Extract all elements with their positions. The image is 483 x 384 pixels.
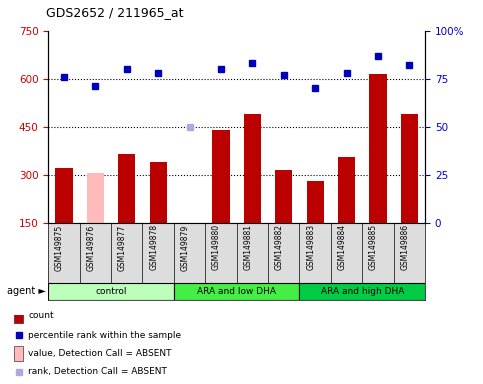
Text: GSM149885: GSM149885 [369,224,378,270]
Text: control: control [95,286,127,296]
Bar [150,162,167,223]
Bar [118,154,135,223]
Text: GSM149880: GSM149880 [212,224,221,270]
Text: rank, Detection Call = ABSENT: rank, Detection Call = ABSENT [28,367,168,376]
Text: percentile rank within the sample: percentile rank within the sample [28,331,182,339]
Text: GSM149878: GSM149878 [149,224,158,270]
FancyBboxPatch shape [48,283,174,300]
Text: GSM149875: GSM149875 [55,224,64,270]
Bar [213,130,229,223]
Bar [56,168,72,223]
Bar [275,170,292,223]
Text: agent ►: agent ► [7,286,46,296]
Text: value, Detection Call = ABSENT: value, Detection Call = ABSENT [28,349,172,358]
Text: GSM149881: GSM149881 [243,224,253,270]
Bar [244,114,261,223]
Bar [87,173,104,223]
Text: count: count [28,311,54,320]
Text: GSM149884: GSM149884 [338,224,347,270]
Text: GSM149886: GSM149886 [400,224,410,270]
Bar [338,157,355,223]
Bar [401,114,418,223]
Text: GSM149877: GSM149877 [118,224,127,270]
Bar [14,308,23,323]
Text: ARA and high DHA: ARA and high DHA [321,286,404,296]
FancyBboxPatch shape [174,283,299,300]
Text: GSM149876: GSM149876 [86,224,96,270]
Text: GSM149879: GSM149879 [181,224,189,270]
Text: GSM149882: GSM149882 [275,224,284,270]
Text: GDS2652 / 211965_at: GDS2652 / 211965_at [46,6,184,19]
Bar [14,346,23,361]
FancyBboxPatch shape [299,283,425,300]
Text: GSM149883: GSM149883 [306,224,315,270]
Bar [369,74,386,223]
Text: ARA and low DHA: ARA and low DHA [197,286,276,296]
Bar [307,181,324,223]
